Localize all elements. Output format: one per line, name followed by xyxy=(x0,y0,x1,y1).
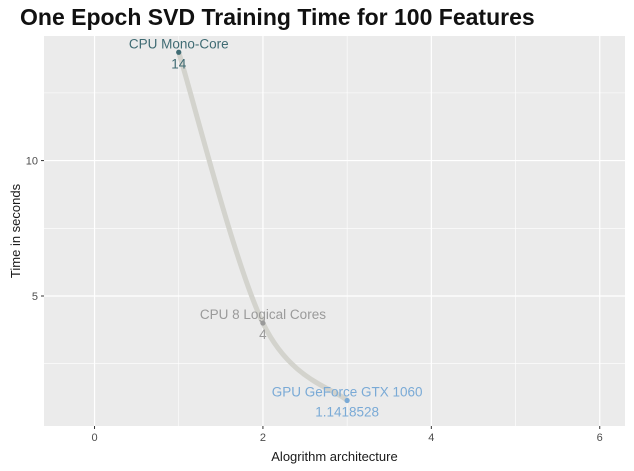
point-value-label: 1.1418528 xyxy=(315,404,379,419)
y-tick-label: 10 xyxy=(26,156,38,168)
grid-major xyxy=(44,36,625,426)
point-name-label: CPU Mono-Core xyxy=(129,36,229,51)
point-value-label: 14 xyxy=(171,56,187,71)
point-name-label: GPU GeForce GTX 1060 xyxy=(272,384,423,399)
x-tick-label: 4 xyxy=(428,432,434,444)
series-line xyxy=(176,49,350,403)
x-axis-ticks: 0 2 4 6 xyxy=(91,426,603,444)
x-axis-title: Alogrithm architecture xyxy=(271,449,397,464)
y-tick-label: 5 xyxy=(32,291,38,303)
series-layer xyxy=(176,49,350,404)
point-value-label: 4 xyxy=(259,327,267,342)
x-tick-label: 0 xyxy=(91,432,97,444)
y-axis-title: Time in seconds xyxy=(8,183,23,278)
x-tick-label: 6 xyxy=(597,432,603,444)
point-name-label: CPU 8 Logical Cores xyxy=(200,307,326,322)
data-point xyxy=(344,397,350,404)
point-labels: CPU Mono-Core 14 CPU 8 Logical Cores 4 GPU G… xyxy=(129,36,423,419)
data-point xyxy=(176,49,182,55)
chart-title: One Epoch SVD Training Time for 100 Feat… xyxy=(20,4,535,30)
data-point xyxy=(260,320,266,326)
x-tick-label: 2 xyxy=(260,432,266,444)
plot-panel xyxy=(44,36,625,426)
y-axis-ticks: 5 10 xyxy=(26,156,44,303)
grid-minor xyxy=(44,36,625,426)
